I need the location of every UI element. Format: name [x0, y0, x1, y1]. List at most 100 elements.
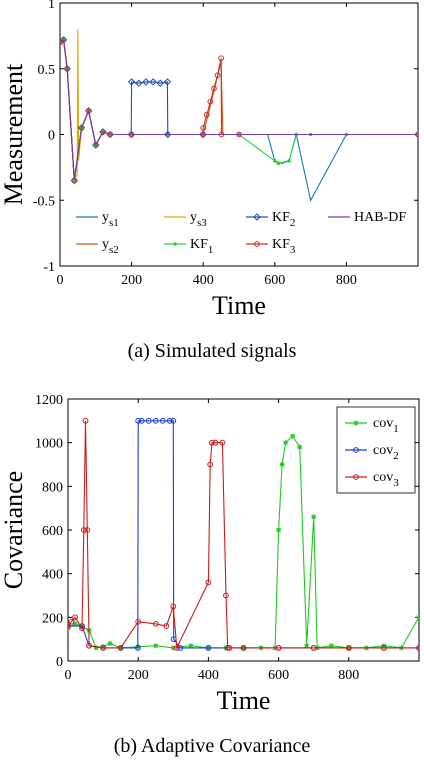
series-cov-3-point [240, 645, 247, 651]
series-cov-3-point [345, 645, 352, 651]
series-kf-3-point [203, 111, 210, 118]
series-kf-2-point [135, 79, 143, 87]
series-kf-1-point [276, 161, 281, 166]
chart-0-ytick-label: -1 [43, 260, 55, 275]
legend-y-s1-label: ys1 [102, 210, 119, 229]
series-kf-3-point [207, 98, 214, 105]
chart-a-panel: 1 0.5 0 -0.5 -1 0 200 400 600 800 Time Measurement y… [0, 0, 419, 320]
legend-cov-2-label: cov2 [373, 443, 399, 462]
series-cov-2-point [170, 417, 177, 424]
series-y-s2-line [60, 38, 418, 181]
series-cov-2-point [145, 417, 152, 424]
legend-y-s2-label: ys2 [102, 237, 119, 256]
chart-1-ytick-label: 600 [42, 524, 63, 539]
chart-1-xtick-label: 200 [128, 668, 149, 683]
chart-1-legend: cov1 cov2 cov3 [336, 406, 416, 494]
legend-cov-1-label: cov1 [373, 416, 399, 435]
series-cov-3-point [219, 439, 226, 446]
series-cov-1-point [283, 440, 289, 446]
series-cov-3-line [68, 420, 419, 650]
series-cov-3-point [100, 645, 106, 651]
series-y-s1-line [60, 38, 418, 202]
series-cov-2-point [152, 417, 159, 424]
chart-1-xlabel: Time [217, 686, 271, 715]
series-cov-3-point [84, 527, 91, 533]
chart-1-data [68, 417, 419, 651]
chart-1-ytick-label: 800 [42, 480, 63, 495]
chart-1-ytick-label: 200 [42, 611, 63, 626]
series-cov-2-point [159, 417, 166, 424]
series-cov-3-point [209, 439, 215, 446]
series-cov-1-point [328, 643, 334, 649]
series-cov-1-point [279, 462, 285, 467]
chart-1-ytick-label: 1200 [35, 393, 63, 408]
chart-a-caption: (a) Simulated signals [127, 340, 297, 362]
series-cov-3-point [163, 623, 170, 629]
chart-0-xtick-label: 400 [193, 273, 214, 288]
series-kf-1-line [60, 38, 418, 181]
series-cov-1-point [297, 444, 303, 450]
series-cov-1-point [188, 643, 194, 649]
series-cov-3-point [80, 527, 87, 533]
legend-y-s3-label: ys3 [190, 210, 207, 229]
series-kf-3-point [200, 125, 207, 131]
series-cov-3-point [170, 603, 177, 610]
chart-0-xlabel: Time [212, 291, 266, 320]
series-cov-1-point [311, 514, 317, 520]
series-cov-1-point [416, 614, 419, 620]
legend-hab-df-label: HAB-DF [354, 210, 406, 225]
series-cov-2-point [134, 645, 141, 651]
series-cov-3-point [207, 461, 214, 468]
series-cov-3-point [224, 645, 231, 651]
chart-0-data [60, 29, 418, 202]
series-cov-3-point [310, 645, 317, 651]
chart-0-ylabel: Measurement [0, 63, 28, 205]
series-cov-3-point [275, 645, 282, 651]
series-cov-3-point [416, 645, 419, 651]
chart-b-caption: (b) Adaptive Covariance [113, 735, 311, 757]
series-kf-3-point [214, 72, 221, 79]
series-cov-3-point [135, 618, 142, 625]
chart-b-panel: 1200 1000 800 600 400 200 0 0 200 400 600 800 Time Co… [0, 380, 424, 760]
chart-1-xtick-label: 0 [65, 668, 72, 683]
series-cov-3-point [79, 625, 85, 632]
series-cov-3-point [68, 618, 75, 625]
series-cov-3-point [205, 579, 212, 586]
chart-0-plot: 10.50-0.5-10 200 400 600 800TimeMeasurementy… [0, 0, 419, 320]
series-cov-1-point [290, 433, 296, 439]
chart-1-xtick-label: 800 [338, 668, 359, 683]
chart-1-ytick-label: 400 [42, 568, 63, 583]
series-kf-1-point [287, 159, 291, 163]
series-kf-2-point [142, 78, 150, 86]
legend-cov-3-label: cov3 [373, 470, 399, 489]
chart-1-xtick-label: 600 [268, 668, 289, 683]
series-kf-3-line [60, 38, 418, 181]
chart-0-legend: ys1 ys2 ys3 KF1 KF2 KF3 HAB-DF [76, 210, 406, 256]
chart-a-svg: 10.50-0.5-10 200 400 600 800TimeMeasurementy… [0, 0, 419, 320]
legend-kf-1-label: KF1 [190, 237, 213, 256]
legend-kf-1-marker [173, 242, 177, 246]
chart-1-ylabel: Covariance [0, 471, 28, 589]
legend-cov-3-marker [353, 474, 359, 480]
series-cov-1-point [304, 643, 310, 649]
chart-0-ytick-label: -0.5 [33, 194, 55, 209]
series-cov-3-point [72, 614, 78, 621]
series-kf-2-point [127, 78, 136, 86]
series-kf-3-point [100, 128, 106, 135]
series-cov-1-point [276, 527, 282, 533]
series-cov-2-point [166, 417, 173, 424]
legend-kf-3-marker [254, 241, 260, 247]
chart-1-ytick-label: 0 [56, 655, 63, 670]
series-cov-1-point [107, 641, 113, 647]
series-cov-3-point [381, 645, 387, 651]
chart-1-xtick-label: 400 [198, 668, 219, 683]
series-cov-3-point [152, 620, 159, 627]
series-kf-3-point [218, 55, 225, 62]
series-cov-3-point [212, 439, 219, 446]
series-cov-3-point [226, 645, 233, 651]
series-cov-2-point [205, 645, 212, 651]
legend-kf-2-label: KF2 [272, 210, 295, 229]
chart-0-xtick-label: 800 [336, 273, 357, 288]
chart-0-xtick-label: 600 [264, 273, 285, 288]
legend-kf-3-label: KF3 [272, 237, 296, 256]
